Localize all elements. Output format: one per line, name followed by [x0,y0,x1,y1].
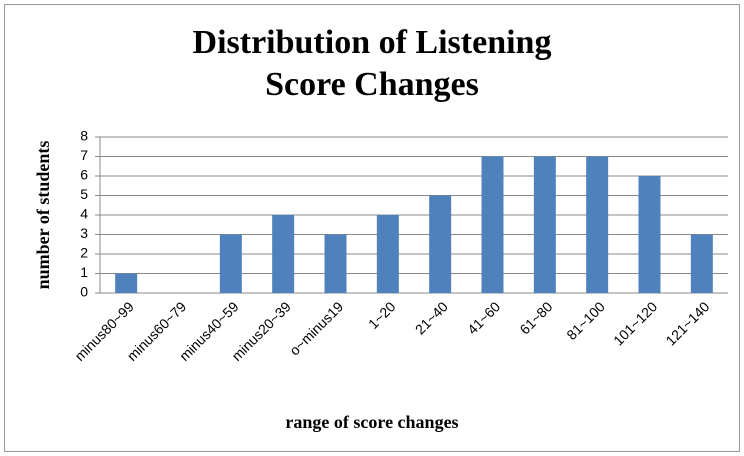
bar [219,234,242,293]
bar [272,215,295,293]
bar [690,234,713,293]
y-axis-title: number of students [33,141,53,290]
y-tick-label: 2 [80,245,88,261]
y-tick-label: 7 [80,147,88,163]
bar [376,215,399,293]
bar [586,156,609,293]
y-tick-label: 6 [80,167,88,183]
bar [638,176,661,293]
chart-border [4,4,740,452]
y-tick-label: 3 [80,225,88,241]
bar [115,273,138,293]
y-tick-label: 8 [80,128,88,144]
bar [481,156,504,293]
y-tick-label: 1 [80,264,88,280]
y-tick-label: 0 [80,284,88,300]
y-tick-label: 5 [80,186,88,202]
bar [533,156,556,293]
bar [324,234,347,293]
bar [429,195,452,293]
x-axis-title: range of score changes [285,412,458,432]
y-tick-label: 4 [80,206,88,222]
chart-title: Distribution of Listening Score Changes [192,24,552,103]
